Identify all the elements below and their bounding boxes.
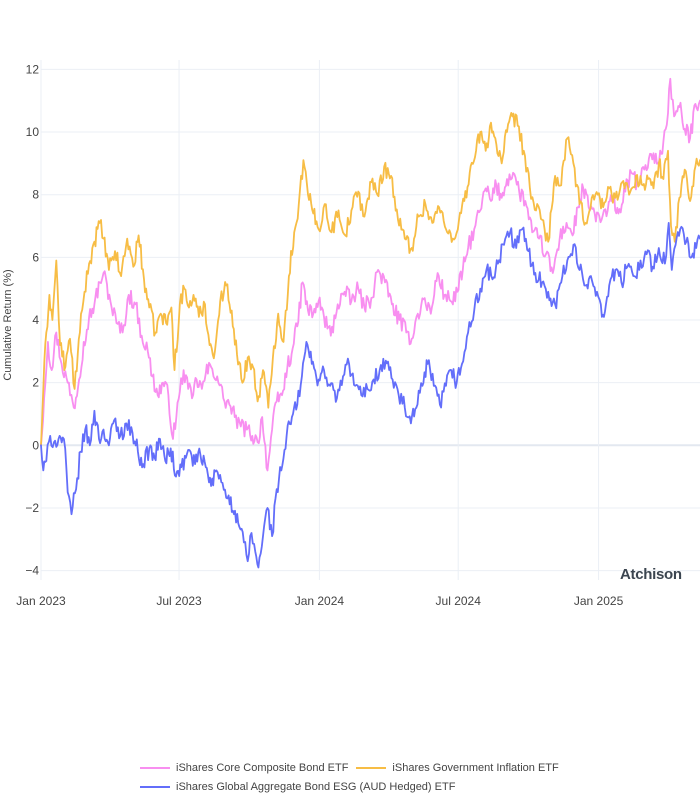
y-tick-label: 10 [26, 125, 40, 139]
legend-item-global-aggregate[interactable]: iShares Global Aggregate Bond ESG (AUD H… [140, 781, 455, 793]
x-axis-ticks: Jan 2023 Jul 2023 Jan 2024 Jul 2024 Jan 2025 [16, 594, 623, 608]
legend-swatch-global-aggregate [140, 785, 170, 788]
legend-label-inflation: iShares Government Inflation ETF [392, 761, 559, 774]
legend-swatch-inflation [356, 766, 387, 769]
legend-row: iShares Global Aggregate Bond ESG (AUD H… [140, 777, 660, 796]
legend-swatch-composite [140, 766, 170, 769]
y-tick-label: 4 [32, 313, 39, 327]
legend-label-global-aggregate: iShares Global Aggregate Bond ESG (AUD H… [176, 780, 456, 793]
legend-row: iShares Core Composite Bond ETF iShares … [140, 758, 660, 777]
y-tick-label: 8 [32, 188, 39, 202]
y-tick-label: 2 [32, 376, 39, 390]
series-line-2 [40, 112, 700, 447]
y-tick-label: 6 [32, 250, 39, 264]
x-tick-label: Jan 2023 [16, 594, 66, 608]
series-lines [40, 77, 700, 569]
legend-item-inflation[interactable]: iShares Government Inflation ETF [356, 761, 559, 774]
x-tick-label: Jul 2023 [156, 594, 202, 608]
y-axis-ticks: −4 −2 0 2 4 6 8 10 12 [25, 62, 39, 577]
legend-item-composite[interactable]: iShares Core Composite Bond ETF [140, 762, 348, 774]
x-tick-label: Jul 2024 [436, 594, 482, 608]
atchison-logo: Atchison [620, 566, 682, 583]
x-tick-label: Jan 2024 [295, 594, 345, 608]
legend[interactable]: iShares Core Composite Bond ETF iShares … [140, 758, 660, 796]
y-tick-label: −2 [25, 501, 39, 515]
y-tick-label: −4 [25, 564, 39, 578]
legend-label-composite: iShares Core Composite Bond ETF [176, 761, 349, 774]
y-tick-label: 0 [32, 438, 39, 452]
x-tick-label: Jan 2025 [574, 594, 624, 608]
y-tick-label: 12 [26, 62, 40, 76]
series-line-3 [40, 222, 700, 569]
y-axis-title: Cumulative Return (%) [2, 269, 14, 380]
